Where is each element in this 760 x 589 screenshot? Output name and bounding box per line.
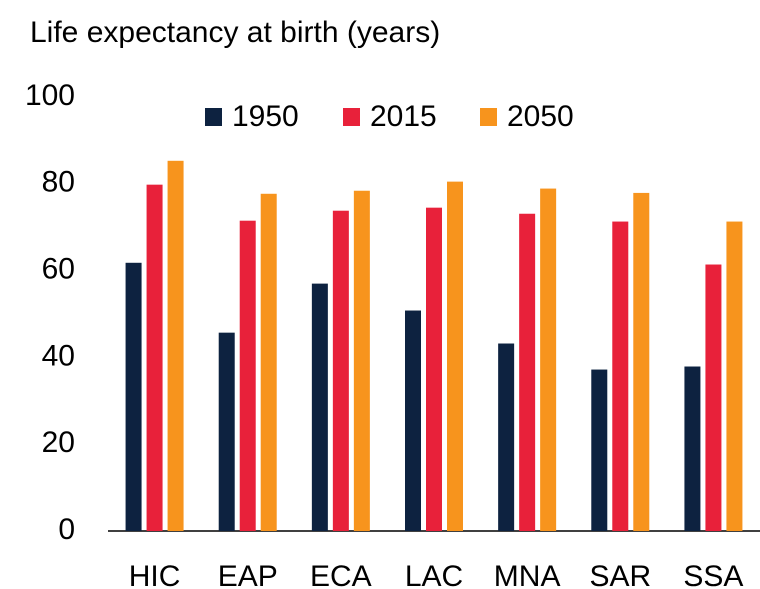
y-tick-label: 40 [42, 339, 75, 372]
bar [705, 264, 722, 531]
bar [726, 221, 743, 532]
bar [684, 366, 701, 531]
bar [540, 188, 557, 531]
x-tick-label: ECA [310, 560, 372, 589]
x-tick-label: EAP [218, 560, 278, 589]
y-tick-label: 100 [25, 79, 75, 112]
legend-label: 2050 [507, 100, 574, 133]
bar [239, 220, 256, 531]
bar [353, 190, 370, 531]
bar [260, 193, 277, 532]
bar [447, 181, 463, 531]
legend-swatch [205, 108, 222, 126]
legend-label: 1950 [232, 100, 299, 133]
x-tick-label: SAR [589, 560, 651, 589]
bar [125, 262, 142, 531]
bar [519, 213, 536, 531]
legend-swatch [480, 108, 497, 126]
y-tick-label: 0 [58, 513, 75, 546]
bar [405, 310, 421, 531]
bar [498, 343, 515, 531]
y-tick-label: 60 [42, 253, 75, 286]
x-tick-label: SSA [683, 560, 743, 589]
bar [591, 369, 608, 531]
y-tick-label: 80 [42, 166, 75, 199]
y-tick-label: 20 [42, 426, 75, 459]
x-tick-label: MNA [494, 560, 561, 589]
bar [633, 192, 650, 531]
bar [167, 160, 184, 531]
bar [426, 207, 442, 532]
x-tick-label: HIC [129, 560, 181, 589]
bar [311, 283, 328, 531]
chart-title: Life expectancy at birth (years) [30, 16, 440, 49]
bar [146, 184, 163, 531]
legend-label: 2015 [370, 100, 437, 133]
x-tick-label: LAC [405, 560, 463, 589]
bar [332, 210, 349, 531]
legend-swatch [343, 108, 360, 126]
bar [612, 221, 629, 532]
bar [218, 332, 235, 531]
